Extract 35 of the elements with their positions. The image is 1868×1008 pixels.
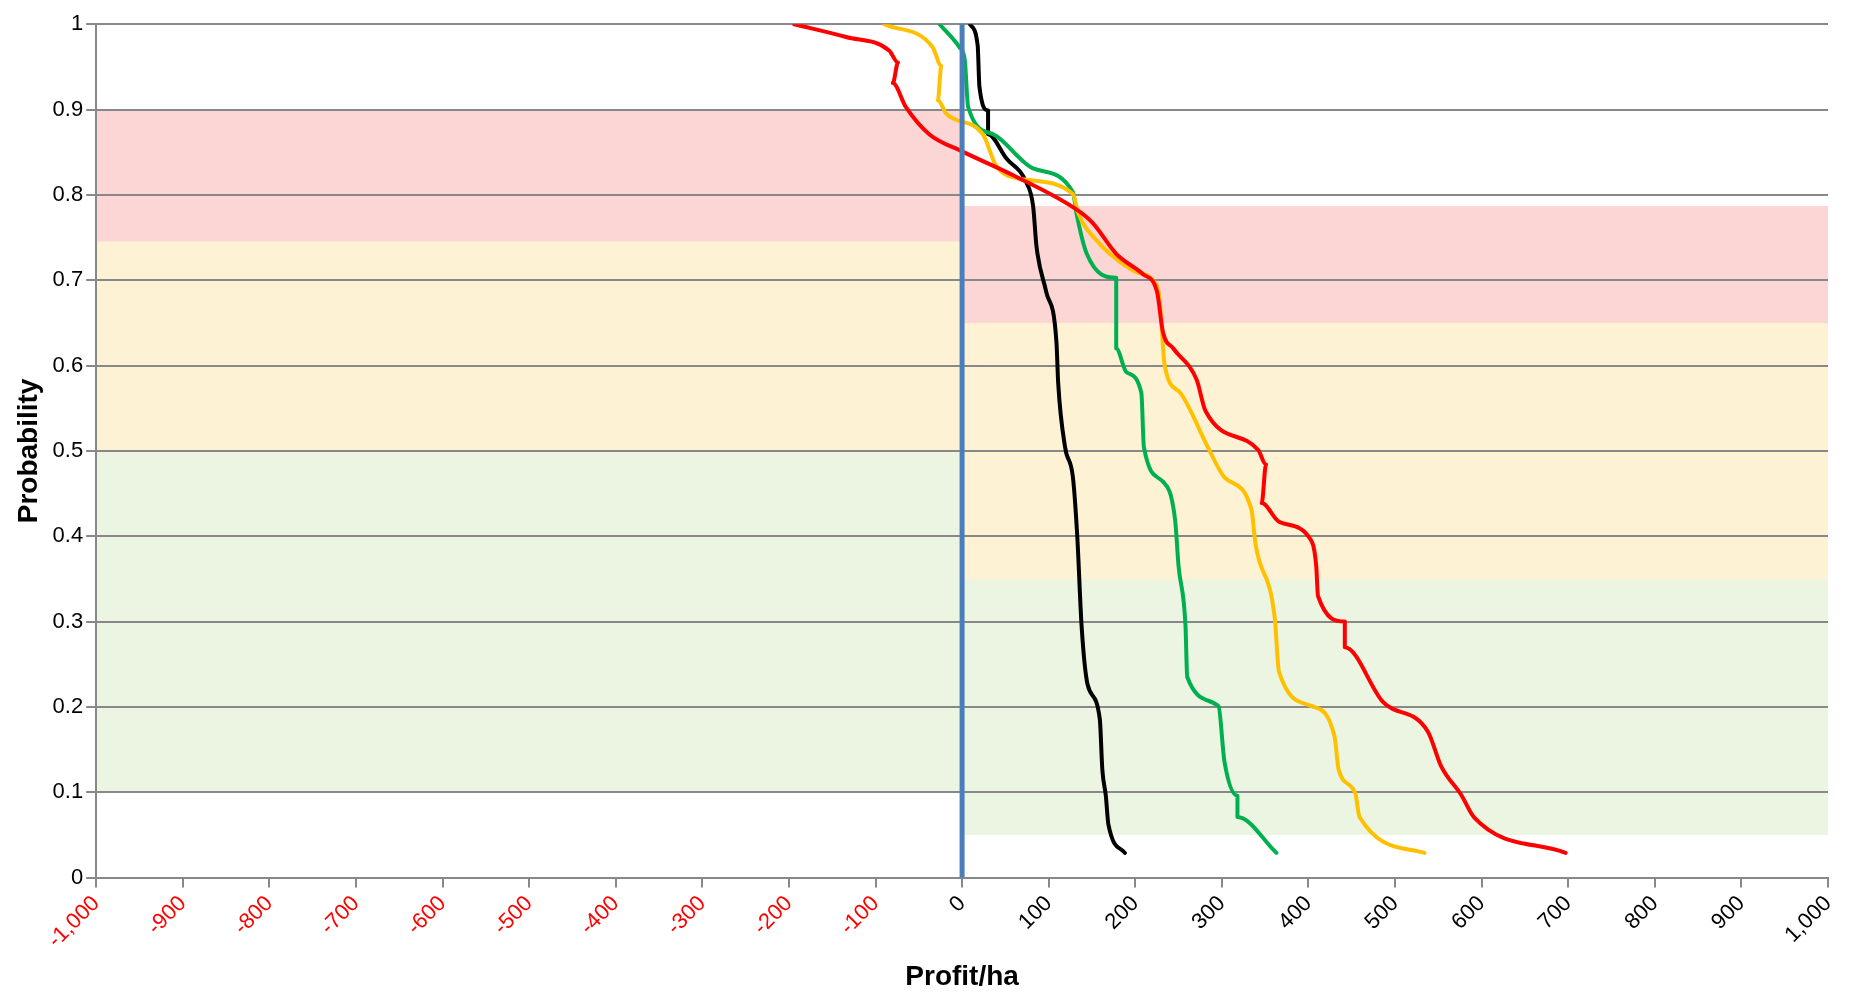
y-tick-label: 0.9 [52,95,84,121]
y-axis-title: Probability [11,378,43,524]
x-tick-label: 100 [1012,890,1057,934]
y-tick-label: 0.3 [52,607,84,633]
x-tick-label: -600 [401,890,451,939]
y-tick-label: 0.5 [52,436,84,462]
x-tick-label: -500 [488,890,537,939]
y-tick-label: 1 [70,10,84,36]
x-tick-label: -400 [574,890,624,939]
x-tick-label: 0 [943,890,970,917]
y-tick-label: 0.8 [52,180,84,206]
x-tick-label: 200 [1099,890,1144,934]
y-tick-label: 0.2 [52,693,84,718]
x-tick-label: -100 [834,890,884,939]
y-tick-label: 0.6 [52,351,84,377]
x-tick-label: 600 [1445,890,1490,934]
x-axis-title: Profit/ha [905,959,1020,991]
x-tick-label: 300 [1186,890,1230,934]
x-tick-label: -300 [661,890,711,939]
x-tick-label: -800 [228,890,278,939]
x-tick-label: 500 [1359,890,1403,934]
y-tick-label: 0.7 [52,266,84,292]
y-tick-label: 0.4 [52,522,84,548]
line-series [967,24,1127,855]
x-tick-label: 700 [1532,890,1577,934]
x-tick-label: 400 [1272,890,1317,934]
x-tick-label: -200 [747,890,797,939]
x-tick-label: 900 [1705,890,1750,934]
x-tick-label: 800 [1619,890,1663,934]
y-tick-label: 0 [70,863,84,889]
line-series [792,24,1568,855]
y-tick-label: 0.1 [52,778,84,804]
line-series [937,24,1279,855]
x-tick-label: -700 [314,890,364,939]
x-tick-label: -900 [141,890,191,939]
